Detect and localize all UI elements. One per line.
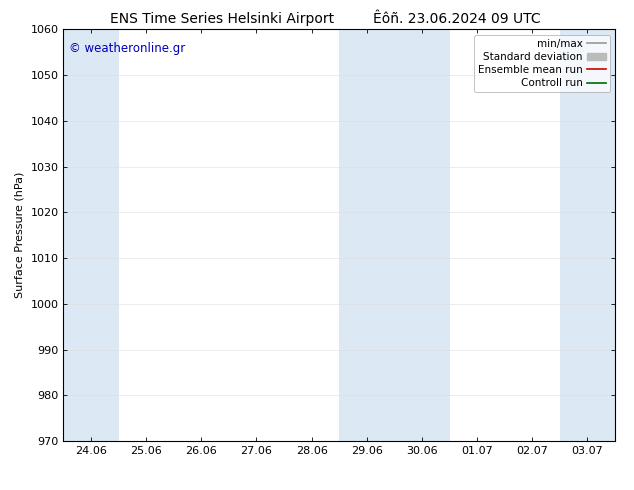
Bar: [63, 29, 119, 441]
Text: ENS Time Series Helsinki Airport: ENS Time Series Helsinki Airport: [110, 12, 334, 26]
Legend: min/max, Standard deviation, Ensemble mean run, Controll run: min/max, Standard deviation, Ensemble me…: [474, 35, 610, 92]
Y-axis label: Surface Pressure (hPa): Surface Pressure (hPa): [15, 172, 25, 298]
Text: Êôñ. 23.06.2024 09 UTC: Êôñ. 23.06.2024 09 UTC: [373, 12, 540, 26]
Bar: [339, 29, 450, 441]
Bar: [560, 29, 615, 441]
Text: © weatheronline.gr: © weatheronline.gr: [69, 42, 185, 55]
